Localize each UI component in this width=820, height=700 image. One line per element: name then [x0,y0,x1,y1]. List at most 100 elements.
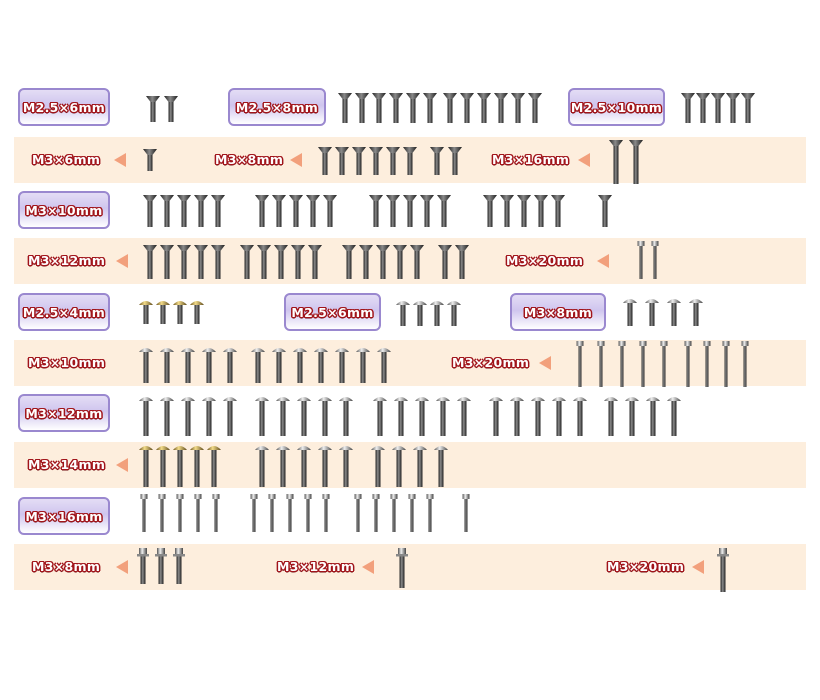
screw [576,341,584,387]
size-box: M2.5×8mm [228,88,326,126]
arrow-left-icon [116,560,128,574]
screw [625,397,639,436]
screw [181,397,195,436]
arrow-left-icon [116,458,128,472]
screw [272,348,286,383]
screw [430,147,444,175]
screw [667,299,681,326]
screw [415,397,429,436]
screw [212,494,220,532]
size-box: M2.5×6mm [284,293,381,331]
screw [257,245,271,279]
screw [573,397,587,436]
screw [276,397,290,436]
screw [137,548,149,584]
screw [703,341,711,387]
screw [437,195,451,227]
screw [413,301,427,326]
screw [436,397,450,436]
screw [211,195,225,227]
screw [396,548,408,588]
screw [354,494,362,532]
screw [369,195,383,227]
screw [489,397,503,436]
size-box: M2.5×4mm [18,293,110,331]
screw [684,341,692,387]
screw [393,245,407,279]
screw [396,301,410,326]
screw [240,245,254,279]
screw [338,93,352,123]
screw [160,245,174,279]
screw [173,446,187,487]
screw [457,397,471,436]
arrow-left-icon [692,560,704,574]
screw [158,494,166,532]
screw [160,195,174,227]
screw [369,147,383,175]
screw [297,397,311,436]
screw [156,301,170,324]
screw [202,348,216,383]
screw [646,397,660,436]
screw [211,245,225,279]
screw [430,301,444,326]
screw [528,93,542,123]
screw [623,299,637,326]
screw [355,93,369,123]
screw [143,149,157,171]
screw [207,446,221,487]
screw [517,195,531,227]
screw [598,195,612,227]
size-label: M3×12mm [277,559,355,574]
size-label: M3×10mm [28,355,106,370]
screw [420,195,434,227]
screw [139,446,153,487]
size-label: M2.5×6mm [22,99,106,115]
screw [255,195,269,227]
screw [408,494,416,532]
screw [318,446,332,487]
screw [403,195,417,227]
screw [511,93,525,123]
screw [410,245,424,279]
screw [322,494,330,532]
screw [447,301,461,326]
screw [696,93,710,123]
screw [143,245,157,279]
screw [423,93,437,123]
screw [318,397,332,436]
arrow-left-icon [116,254,128,268]
size-label: M3×12mm [25,405,103,421]
screw [342,245,356,279]
screw [741,341,749,387]
screw [223,348,237,383]
screw [173,548,185,584]
screw [359,245,373,279]
size-box: M3×8mm [510,293,606,331]
screw [741,93,755,123]
screw [372,93,386,123]
screw [413,446,427,487]
screw [177,245,191,279]
screw [629,140,643,184]
screw [434,446,448,487]
screw [335,147,349,175]
size-label: M3×6mm [32,152,101,167]
screw [392,446,406,487]
screw [268,494,276,532]
screw [386,195,400,227]
size-label: M3×8mm [523,304,593,320]
screw [651,241,659,279]
screw [604,397,618,436]
size-label: M3×16mm [25,508,103,524]
screw [500,195,514,227]
screw [386,147,400,175]
screw [339,397,353,436]
size-label: M3×10mm [25,202,103,218]
screw [223,397,237,436]
screw [160,397,174,436]
screw [289,195,303,227]
screw [711,93,725,123]
screw [194,494,202,532]
